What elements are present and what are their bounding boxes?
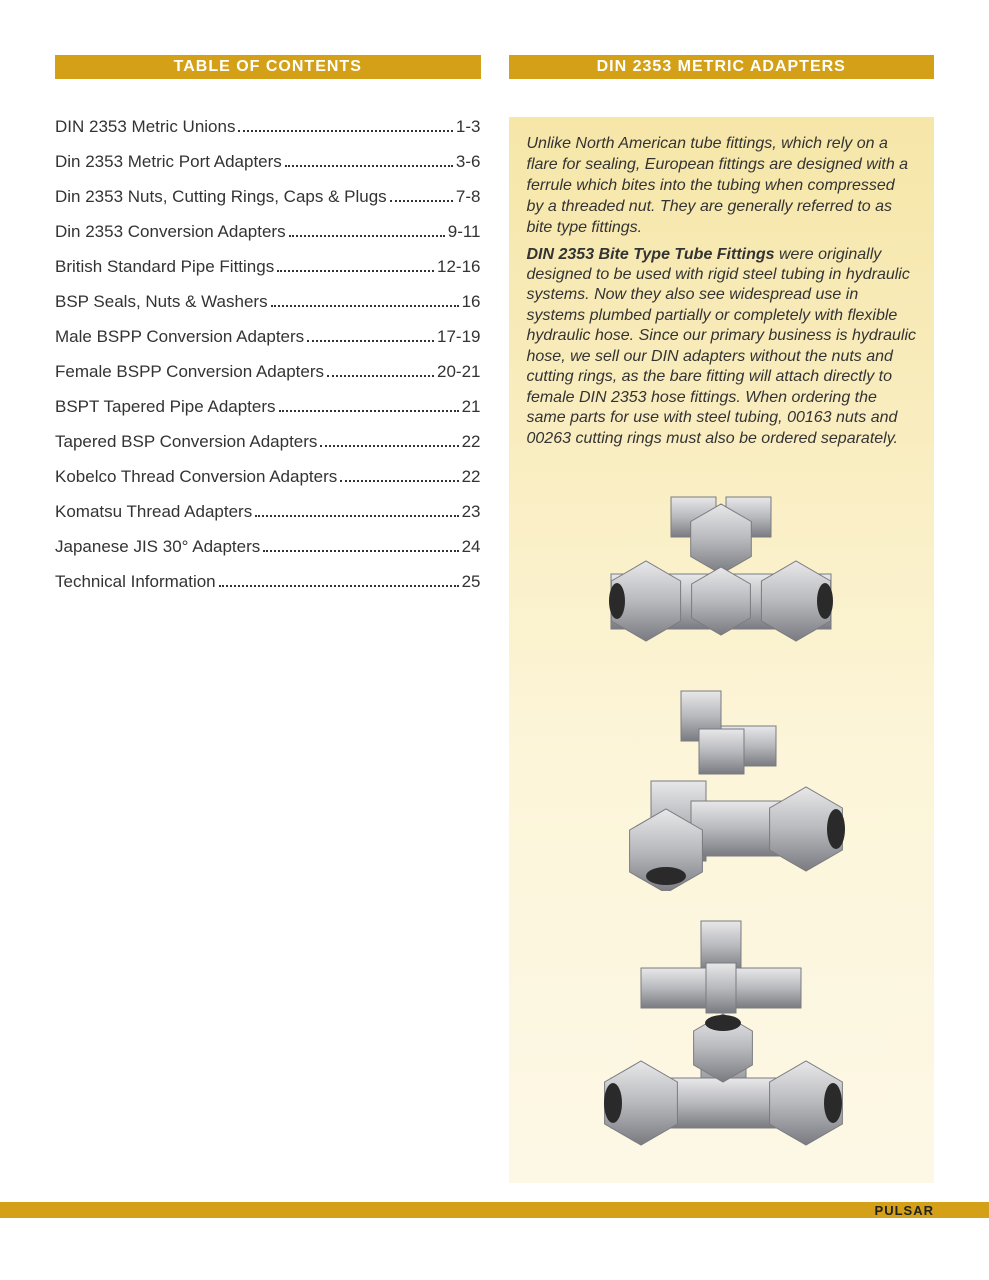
toc-row: Female BSPP Conversion Adapters 20-21 bbox=[55, 362, 481, 382]
toc-label: DIN 2353 Metric Unions bbox=[55, 117, 235, 137]
toc-label: BSPT Tapered Pipe Adapters bbox=[55, 397, 276, 417]
toc-page: 22 bbox=[462, 467, 481, 487]
info-panel: Unlike North American tube fittings, whi… bbox=[509, 117, 935, 1183]
toc-leader-dots bbox=[289, 235, 445, 237]
toc-row: Kobelco Thread Conversion Adapters 22 bbox=[55, 467, 481, 487]
footer-brand: PULSAR bbox=[875, 1203, 934, 1218]
lead-phrase: DIN 2353 Bite Type Tube Fittings bbox=[527, 246, 775, 263]
toc-label: Japanese JIS 30° Adapters bbox=[55, 537, 260, 557]
table-of-contents: DIN 2353 Metric Unions 1-3 Din 2353 Metric… bbox=[55, 117, 481, 592]
toc-row: Tapered BSP Conversion Adapters 22 bbox=[55, 432, 481, 452]
toc-page: 16 bbox=[462, 292, 481, 312]
toc-leader-dots bbox=[279, 410, 459, 412]
toc-leader-dots bbox=[277, 270, 434, 272]
toc-row: Technical Information 25 bbox=[55, 572, 481, 592]
toc-leader-dots bbox=[307, 340, 434, 342]
toc-leader-dots bbox=[271, 305, 459, 307]
toc-label: British Standard Pipe Fittings bbox=[55, 257, 274, 277]
toc-page: 21 bbox=[462, 397, 481, 417]
toc-page: 17-19 bbox=[437, 327, 480, 347]
toc-row: Din 2353 Metric Port Adapters 3-6 bbox=[55, 152, 481, 172]
toc-label: Male BSPP Conversion Adapters bbox=[55, 327, 304, 347]
toc-label: Din 2353 Nuts, Cutting Rings, Caps & Plu… bbox=[55, 187, 387, 207]
toc-label: Kobelco Thread Conversion Adapters bbox=[55, 467, 337, 487]
toc-leader-dots bbox=[238, 130, 452, 132]
toc-leader-dots bbox=[285, 165, 453, 167]
toc-page: 22 bbox=[462, 432, 481, 452]
toc-label: Female BSPP Conversion Adapters bbox=[55, 362, 324, 382]
toc-leader-dots bbox=[340, 480, 458, 482]
section-header-text: DIN 2353 METRIC ADAPTERS bbox=[597, 58, 846, 76]
toc-page: 7-8 bbox=[456, 187, 481, 207]
left-column: TABLE OF CONTENTS DIN 2353 Metric Unions… bbox=[55, 55, 481, 1183]
toc-page: 20-21 bbox=[437, 362, 480, 382]
toc-row: Din 2353 Nuts, Cutting Rings, Caps & Plu… bbox=[55, 187, 481, 207]
elbow-union-icon bbox=[581, 681, 861, 891]
toc-page: 24 bbox=[462, 537, 481, 557]
toc-label: Technical Information bbox=[55, 572, 216, 592]
toc-leader-dots bbox=[255, 515, 458, 517]
toc-label: Tapered BSP Conversion Adapters bbox=[55, 432, 317, 452]
intro-paragraph: Unlike North American tube fittings, whi… bbox=[527, 133, 917, 239]
toc-page: 23 bbox=[462, 502, 481, 522]
toc-row: Japanese JIS 30° Adapters 24 bbox=[55, 537, 481, 557]
footer-bar: PULSAR bbox=[0, 1202, 989, 1218]
toc-leader-dots bbox=[390, 200, 453, 202]
toc-row: Male BSPP Conversion Adapters 17-19 bbox=[55, 327, 481, 347]
toc-leader-dots bbox=[263, 550, 458, 552]
right-column: DIN 2353 METRIC ADAPTERS Unlike North Am… bbox=[509, 55, 935, 1183]
toc-row: Din 2353 Conversion Adapters 9-11 bbox=[55, 222, 481, 242]
toc-label: Din 2353 Metric Port Adapters bbox=[55, 152, 282, 172]
toc-label: Komatsu Thread Adapters bbox=[55, 502, 252, 522]
toc-row: BSPT Tapered Pipe Adapters 21 bbox=[55, 397, 481, 417]
toc-row: DIN 2353 Metric Unions 1-3 bbox=[55, 117, 481, 137]
toc-label: Din 2353 Conversion Adapters bbox=[55, 222, 286, 242]
toc-label: BSP Seals, Nuts & Washers bbox=[55, 292, 268, 312]
toc-leader-dots bbox=[327, 375, 434, 377]
toc-page: 12-16 bbox=[437, 257, 480, 277]
toc-page: 1-3 bbox=[456, 117, 481, 137]
toc-page: 25 bbox=[462, 572, 481, 592]
toc-header-bar: TABLE OF CONTENTS bbox=[55, 55, 481, 79]
toc-row: Komatsu Thread Adapters 23 bbox=[55, 502, 481, 522]
section-header-bar: DIN 2353 METRIC ADAPTERS bbox=[509, 55, 935, 79]
toc-page: 3-6 bbox=[456, 152, 481, 172]
toc-leader-dots bbox=[219, 585, 459, 587]
straight-union-icon bbox=[591, 479, 851, 659]
toc-row: BSP Seals, Nuts & Washers 16 bbox=[55, 292, 481, 312]
toc-header-text: TABLE OF CONTENTS bbox=[174, 58, 362, 76]
body-paragraph: DIN 2353 Bite Type Tube Fittings were or… bbox=[527, 245, 917, 450]
toc-row: British Standard Pipe Fittings 12-16 bbox=[55, 257, 481, 277]
body-continuation: were originally designed to be used with… bbox=[527, 246, 917, 447]
toc-page: 9-11 bbox=[448, 222, 481, 242]
tee-union-icon bbox=[571, 913, 871, 1163]
fitting-images bbox=[527, 479, 917, 1163]
toc-leader-dots bbox=[320, 445, 458, 447]
